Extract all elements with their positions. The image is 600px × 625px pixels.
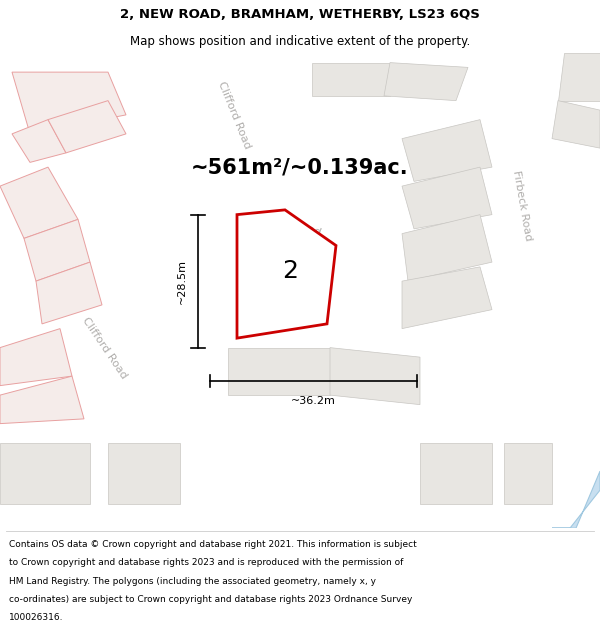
Text: HM Land Registry. The polygons (including the associated geometry, namely x, y: HM Land Registry. The polygons (includin… — [9, 576, 376, 586]
Polygon shape — [552, 101, 600, 148]
Polygon shape — [0, 386, 228, 528]
Text: ~28.5m: ~28.5m — [177, 259, 187, 304]
Polygon shape — [312, 62, 390, 96]
Polygon shape — [492, 48, 552, 386]
Polygon shape — [0, 48, 312, 186]
Polygon shape — [402, 267, 492, 329]
Polygon shape — [330, 48, 600, 148]
Polygon shape — [237, 210, 336, 338]
Text: Clifford Road: Clifford Road — [216, 80, 252, 150]
Polygon shape — [504, 442, 552, 504]
Polygon shape — [12, 72, 126, 134]
Polygon shape — [228, 348, 330, 395]
Polygon shape — [0, 167, 78, 238]
Text: Firbeck Road: Firbeck Road — [511, 169, 533, 241]
Text: 2, NEW ROAD, BRAMHAM, WETHERBY, LS23 6QS: 2, NEW ROAD, BRAMHAM, WETHERBY, LS23 6QS — [120, 8, 480, 21]
Text: Clifford Road: Clifford Road — [81, 315, 129, 380]
Polygon shape — [402, 167, 492, 229]
Polygon shape — [36, 262, 102, 324]
Text: Map shows position and indicative extent of the property.: Map shows position and indicative extent… — [130, 35, 470, 48]
Polygon shape — [0, 409, 600, 438]
Text: 2: 2 — [283, 259, 298, 283]
Polygon shape — [552, 471, 600, 528]
Polygon shape — [12, 119, 66, 162]
Polygon shape — [252, 267, 324, 319]
Polygon shape — [150, 48, 480, 210]
Polygon shape — [330, 348, 420, 404]
Polygon shape — [402, 119, 492, 181]
Text: ~36.2m: ~36.2m — [291, 396, 336, 406]
Polygon shape — [384, 62, 468, 101]
Text: New Road: New Road — [266, 210, 322, 238]
Text: Contains OS data © Crown copyright and database right 2021. This information is : Contains OS data © Crown copyright and d… — [9, 540, 417, 549]
Text: ~561m²/~0.139ac.: ~561m²/~0.139ac. — [191, 157, 409, 177]
Text: co-ordinates) are subject to Crown copyright and database rights 2023 Ordnance S: co-ordinates) are subject to Crown copyr… — [9, 595, 412, 604]
Polygon shape — [420, 442, 492, 504]
Polygon shape — [402, 214, 492, 281]
Polygon shape — [48, 101, 126, 153]
Text: 100026316.: 100026316. — [9, 613, 64, 622]
Polygon shape — [0, 329, 72, 386]
Polygon shape — [24, 219, 90, 281]
Polygon shape — [558, 53, 600, 101]
Polygon shape — [0, 376, 84, 424]
Polygon shape — [108, 442, 180, 504]
Polygon shape — [0, 442, 90, 504]
Text: to Crown copyright and database rights 2023 and is reproduced with the permissio: to Crown copyright and database rights 2… — [9, 558, 403, 567]
Polygon shape — [180, 438, 420, 528]
